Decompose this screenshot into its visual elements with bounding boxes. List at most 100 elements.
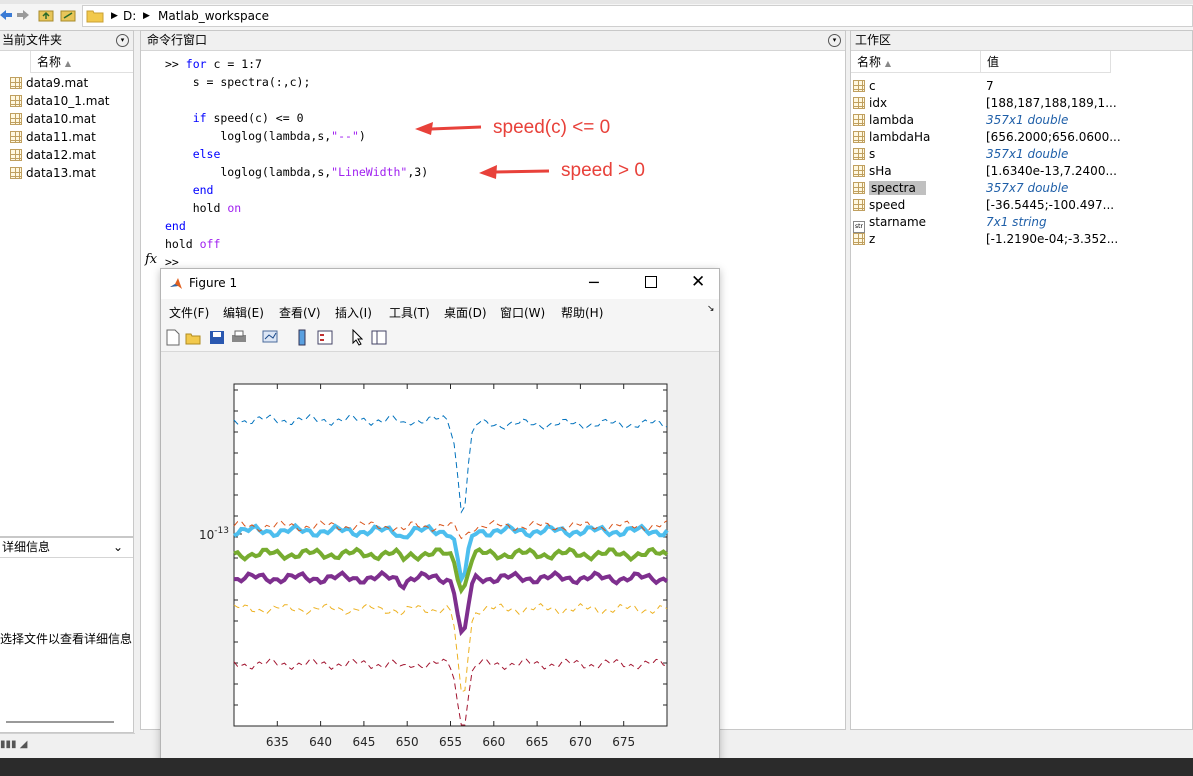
path-arrow-icon: ▶ [143,11,150,21]
file-item[interactable]: data12.mat [10,147,96,164]
panel-menu-icon[interactable]: ▾ [828,34,841,47]
legend-icon[interactable] [317,329,333,346]
figure-title: Figure 1 [189,276,238,290]
series-line [233,658,668,726]
up-folder-icon[interactable] [38,8,54,22]
current-folder-panel: 当前文件夹 ▾ 名称 ▲ data9.mat data10_1.mat data10… [0,30,134,537]
variable-value: 7x1 string [986,215,1047,229]
variable-name: c [869,79,876,93]
annotation-label-2: speed > 0 [561,160,645,181]
figure-menubar: 文件(F) 编辑(E) 查看(V) 插入(I) 工具(T) 桌面(D) 窗口(W) 帮助(H)… [161,299,719,325]
variable-name: spectra [869,181,926,195]
mat-file-icon [10,113,22,125]
browse-folder-icon[interactable] [60,8,76,22]
minimize-icon[interactable]: ─ [589,273,599,292]
matlab-logo-icon [170,278,182,289]
figure-menu-item[interactable]: 编辑(E) [223,306,264,320]
ws-name-column-header[interactable]: 名称 ▲ [851,51,981,73]
figure-menu-item[interactable]: 文件(F) [169,306,210,320]
name-column-header[interactable]: 名称 ▲ [30,51,133,73]
variable-name: s [869,147,876,161]
y-tick-label: 10-13 [199,526,229,542]
variable-name: sHa [869,164,892,178]
mat-file-icon [10,131,22,143]
new-figure-icon[interactable] [165,329,181,346]
variable-row[interactable]: speed [-36.5445;-100.497... [853,197,1183,214]
series-line [233,569,669,637]
file-item[interactable]: data9.mat [10,75,88,92]
workspace-panel: 工作区 名称 ▲ 值 c 7 idx [188,187,188,189,1... lam… [850,30,1193,730]
annotation-arrow-1 [415,122,482,135]
annotation-label-1: speed(c) <= 0 [493,117,611,138]
variable-value: [-1.2190e-04;-3.352... [986,232,1119,246]
link-plot-icon[interactable] [261,329,279,346]
figure-window[interactable]: Figure 1 ─ ✕ 文件(F) 编辑(E) 查看(V) 插入(I) 工具(T) 桌面… [160,268,720,774]
open-file-icon[interactable] [185,329,201,346]
variable-row[interactable]: lambdaHa [656.2000;656.0600... [853,129,1183,146]
variable-row[interactable]: sHa [1.6340e-13,7.2400... [853,163,1183,180]
variable-name: z [869,232,876,246]
maximize-icon[interactable] [645,276,657,288]
variable-value: [-36.5445;-100.497... [986,198,1115,212]
figure-titlebar[interactable]: Figure 1 ─ ✕ [161,269,719,299]
file-item[interactable]: data13.mat [10,165,96,182]
series-line [233,522,669,586]
variable-value: [188,187,188,189,1... [986,96,1117,110]
figure-toolbar [161,325,719,352]
figure-menu-item[interactable]: 查看(V) [279,306,321,320]
folder-icon [86,10,104,23]
variable-row[interactable]: idx [188,187,188,189,1... [853,95,1183,112]
figure-menu-item[interactable]: 桌面(D) [444,306,487,320]
figure-menu-item[interactable]: 工具(T) [389,306,430,320]
close-icon[interactable]: ✕ [691,272,706,292]
grid-icon [853,97,865,109]
dock-arrow-icon[interactable]: ↘ [707,304,715,314]
figure-menu-item[interactable]: 插入(I) [335,306,372,320]
ws-value-column-header[interactable]: 值 [981,51,1111,73]
x-tick-label: 660 [482,735,505,749]
path-bar[interactable]: ▶ D: ▶ Matlab_workspace [82,5,1193,27]
forward-icon[interactable] [15,8,31,22]
plot-area[interactable]: 635 640 645 650 655 660 665 670 675 10-13 [161,351,719,773]
path-segment-folder[interactable]: Matlab_workspace [158,9,269,23]
pointer-icon[interactable] [351,329,363,346]
variable-row[interactable]: spectra 357x7 double [853,180,1183,197]
figure-menu-item[interactable]: 窗口(W) [500,306,546,320]
variable-row[interactable]: s 357x1 double [853,146,1183,163]
save-icon[interactable] [209,329,225,346]
workspace-title: 工作区 [851,31,1192,51]
command-code[interactable]: >> for c = 1:7 s = spectra(:,c); if spee… [165,57,429,269]
property-inspector-icon[interactable] [371,329,387,346]
grid-icon [853,148,865,160]
variable-row[interactable]: lambda 357x1 double [853,112,1183,129]
file-item[interactable]: data10.mat [10,111,96,128]
variable-row[interactable]: str starname 7x1 string [853,214,1183,233]
current-folder-title: 当前文件夹 [0,31,133,51]
mat-file-icon [10,95,22,107]
collapse-chevron-icon[interactable]: ⌄ [112,540,123,554]
variable-name: idx [869,96,888,110]
file-name: data9.mat [26,76,89,90]
x-tick-label: 665 [526,735,549,749]
x-tick-label: 640 [309,735,332,749]
grid-icon [853,165,865,177]
variable-name: lambda [869,113,914,127]
figure-menu-item[interactable]: 帮助(H) [561,306,604,320]
variable-row[interactable]: z [-1.2190e-04;-3.352... [853,231,1183,248]
variable-value: 7 [986,79,994,93]
details-scrollbar[interactable] [6,721,114,723]
details-title: 详细信息 [0,538,133,558]
mat-file-icon [10,77,22,89]
file-item[interactable]: data10_1.mat [10,93,110,110]
fx-icon[interactable]: fx [145,252,158,267]
x-tick-label: 650 [396,735,419,749]
file-item[interactable]: data11.mat [10,129,96,146]
x-tick-label: 675 [612,735,635,749]
colorbar-icon[interactable] [295,329,309,346]
panel-menu-icon[interactable]: ▾ [116,34,129,47]
details-panel: 详细信息 ⌄ 选择文件以查看详细信息 [0,537,134,733]
path-segment-drive[interactable]: D: [123,9,137,23]
back-icon[interactable] [0,8,14,22]
print-icon[interactable] [231,329,247,346]
